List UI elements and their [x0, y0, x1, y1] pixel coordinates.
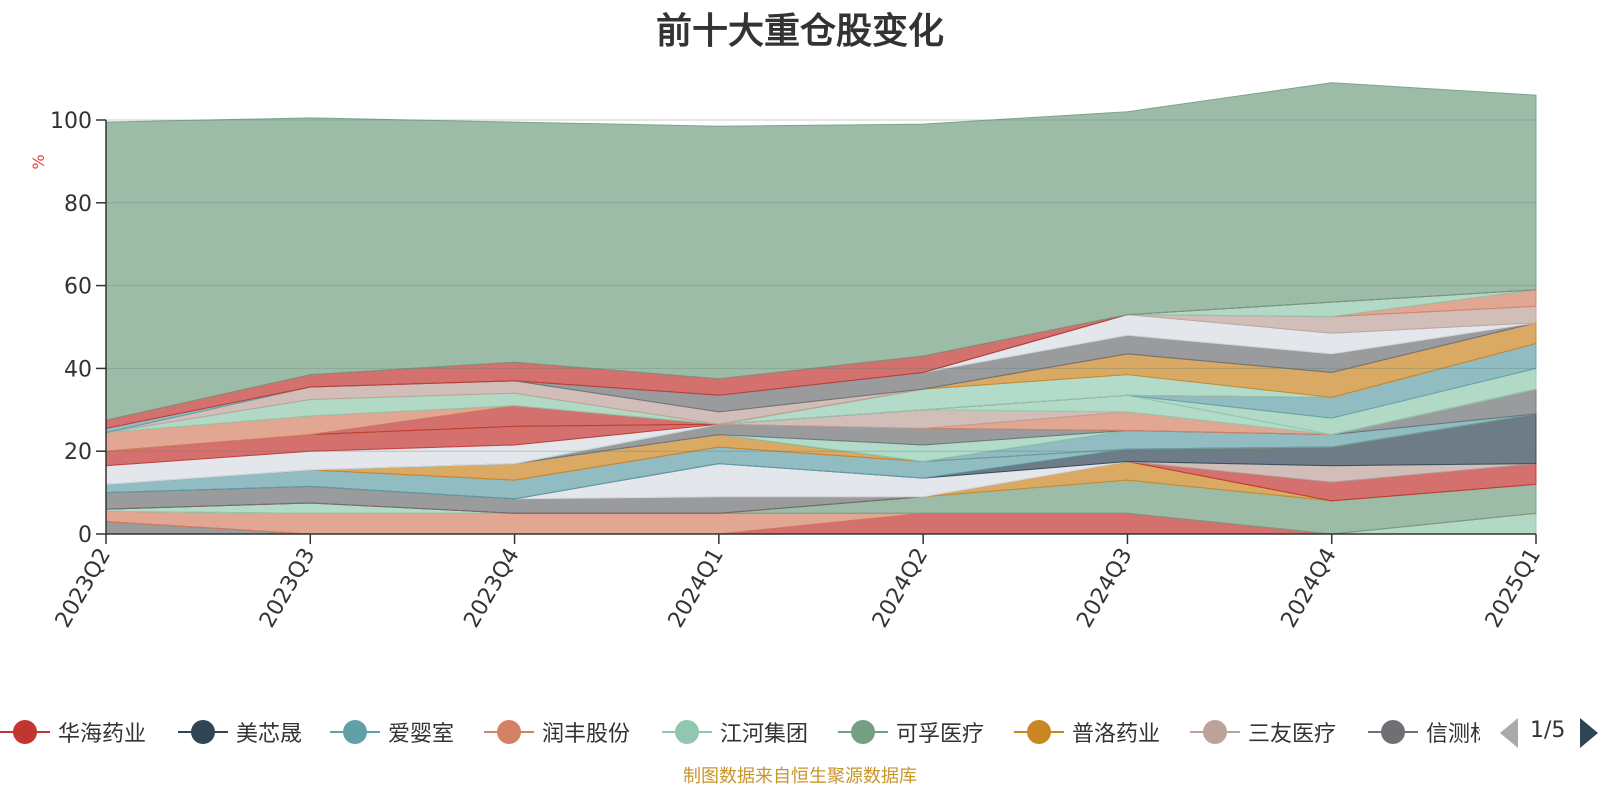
x-tick-label: 2023Q2	[51, 544, 116, 632]
legend-marker-icon	[1368, 719, 1418, 745]
legend-marker-icon	[662, 719, 712, 745]
legend-item[interactable]: 华海药业	[0, 712, 146, 752]
legend-marker-icon	[484, 719, 534, 745]
y-tick-label: 100	[50, 109, 92, 134]
legend-label: 普洛药业	[1072, 722, 1161, 747]
legend-label: 润丰股份	[542, 722, 631, 747]
legend-prev-page-icon[interactable]	[1500, 718, 1518, 748]
legend-item[interactable]: 江河集团	[662, 712, 808, 752]
legend-marker-icon	[838, 719, 888, 745]
legend-page-indicator: 1/5	[1530, 718, 1566, 743]
y-tick-label: 60	[64, 275, 92, 300]
legend-marker-icon	[0, 719, 50, 745]
legend-next-page-icon[interactable]	[1580, 718, 1598, 748]
legend-item[interactable]: 可孚医疗	[838, 712, 984, 752]
x-tick-label: 2024Q3	[1072, 544, 1137, 632]
legend-label: 三友医疗	[1248, 722, 1337, 747]
legend-label: 爱婴室	[388, 722, 455, 747]
x-tick-label: 2024Q4	[1277, 544, 1342, 632]
legend-item[interactable]: 美芯晟	[178, 712, 302, 752]
legend-item[interactable]: 润丰股份	[484, 712, 630, 752]
x-tick-label: 2024Q2	[868, 544, 933, 632]
legend-marker-icon	[330, 719, 380, 745]
x-tick-label: 2025Q1	[1481, 544, 1546, 632]
legend-item[interactable]: 信测标准	[1368, 712, 1480, 752]
y-tick-label: 0	[78, 523, 92, 548]
legend: 华海药业 美芯晟 爱婴室 润丰股份 江河集团 可孚医疗 普洛药业 三友医疗 信测标准	[0, 712, 1480, 752]
legend-item[interactable]: 三友医疗	[1190, 712, 1336, 752]
x-tick-label: 2023Q4	[459, 544, 524, 632]
legend-label: 可孚医疗	[896, 722, 985, 747]
legend-label: 美芯晟	[236, 722, 303, 747]
legend-marker-icon	[1014, 719, 1064, 745]
legend-item[interactable]: 普洛药业	[1014, 712, 1160, 752]
x-tick-label: 2024Q1	[664, 544, 729, 632]
area-series-group	[105, 82, 1537, 535]
y-tick-label: 40	[64, 357, 92, 382]
legend-marker-icon	[1190, 719, 1240, 745]
data-source-note: 制图数据来自恒生聚源数据库	[683, 766, 917, 787]
y-axis-label: %	[29, 154, 48, 169]
x-tick-label: 2023Q3	[255, 544, 320, 632]
chart-title: 前十大重仓股变化	[655, 11, 944, 52]
legend-label: 江河集团	[720, 722, 809, 747]
legend-marker-icon	[178, 719, 228, 745]
legend-pager: 1/5	[1500, 716, 1600, 752]
legend-label: 信测标准	[1426, 722, 1480, 747]
legend-label: 华海药业	[58, 722, 147, 747]
y-tick-label: 80	[64, 192, 92, 217]
y-tick-label: 20	[64, 440, 92, 465]
legend-item[interactable]: 爱婴室	[330, 712, 454, 752]
area-series-39	[105, 82, 1537, 421]
